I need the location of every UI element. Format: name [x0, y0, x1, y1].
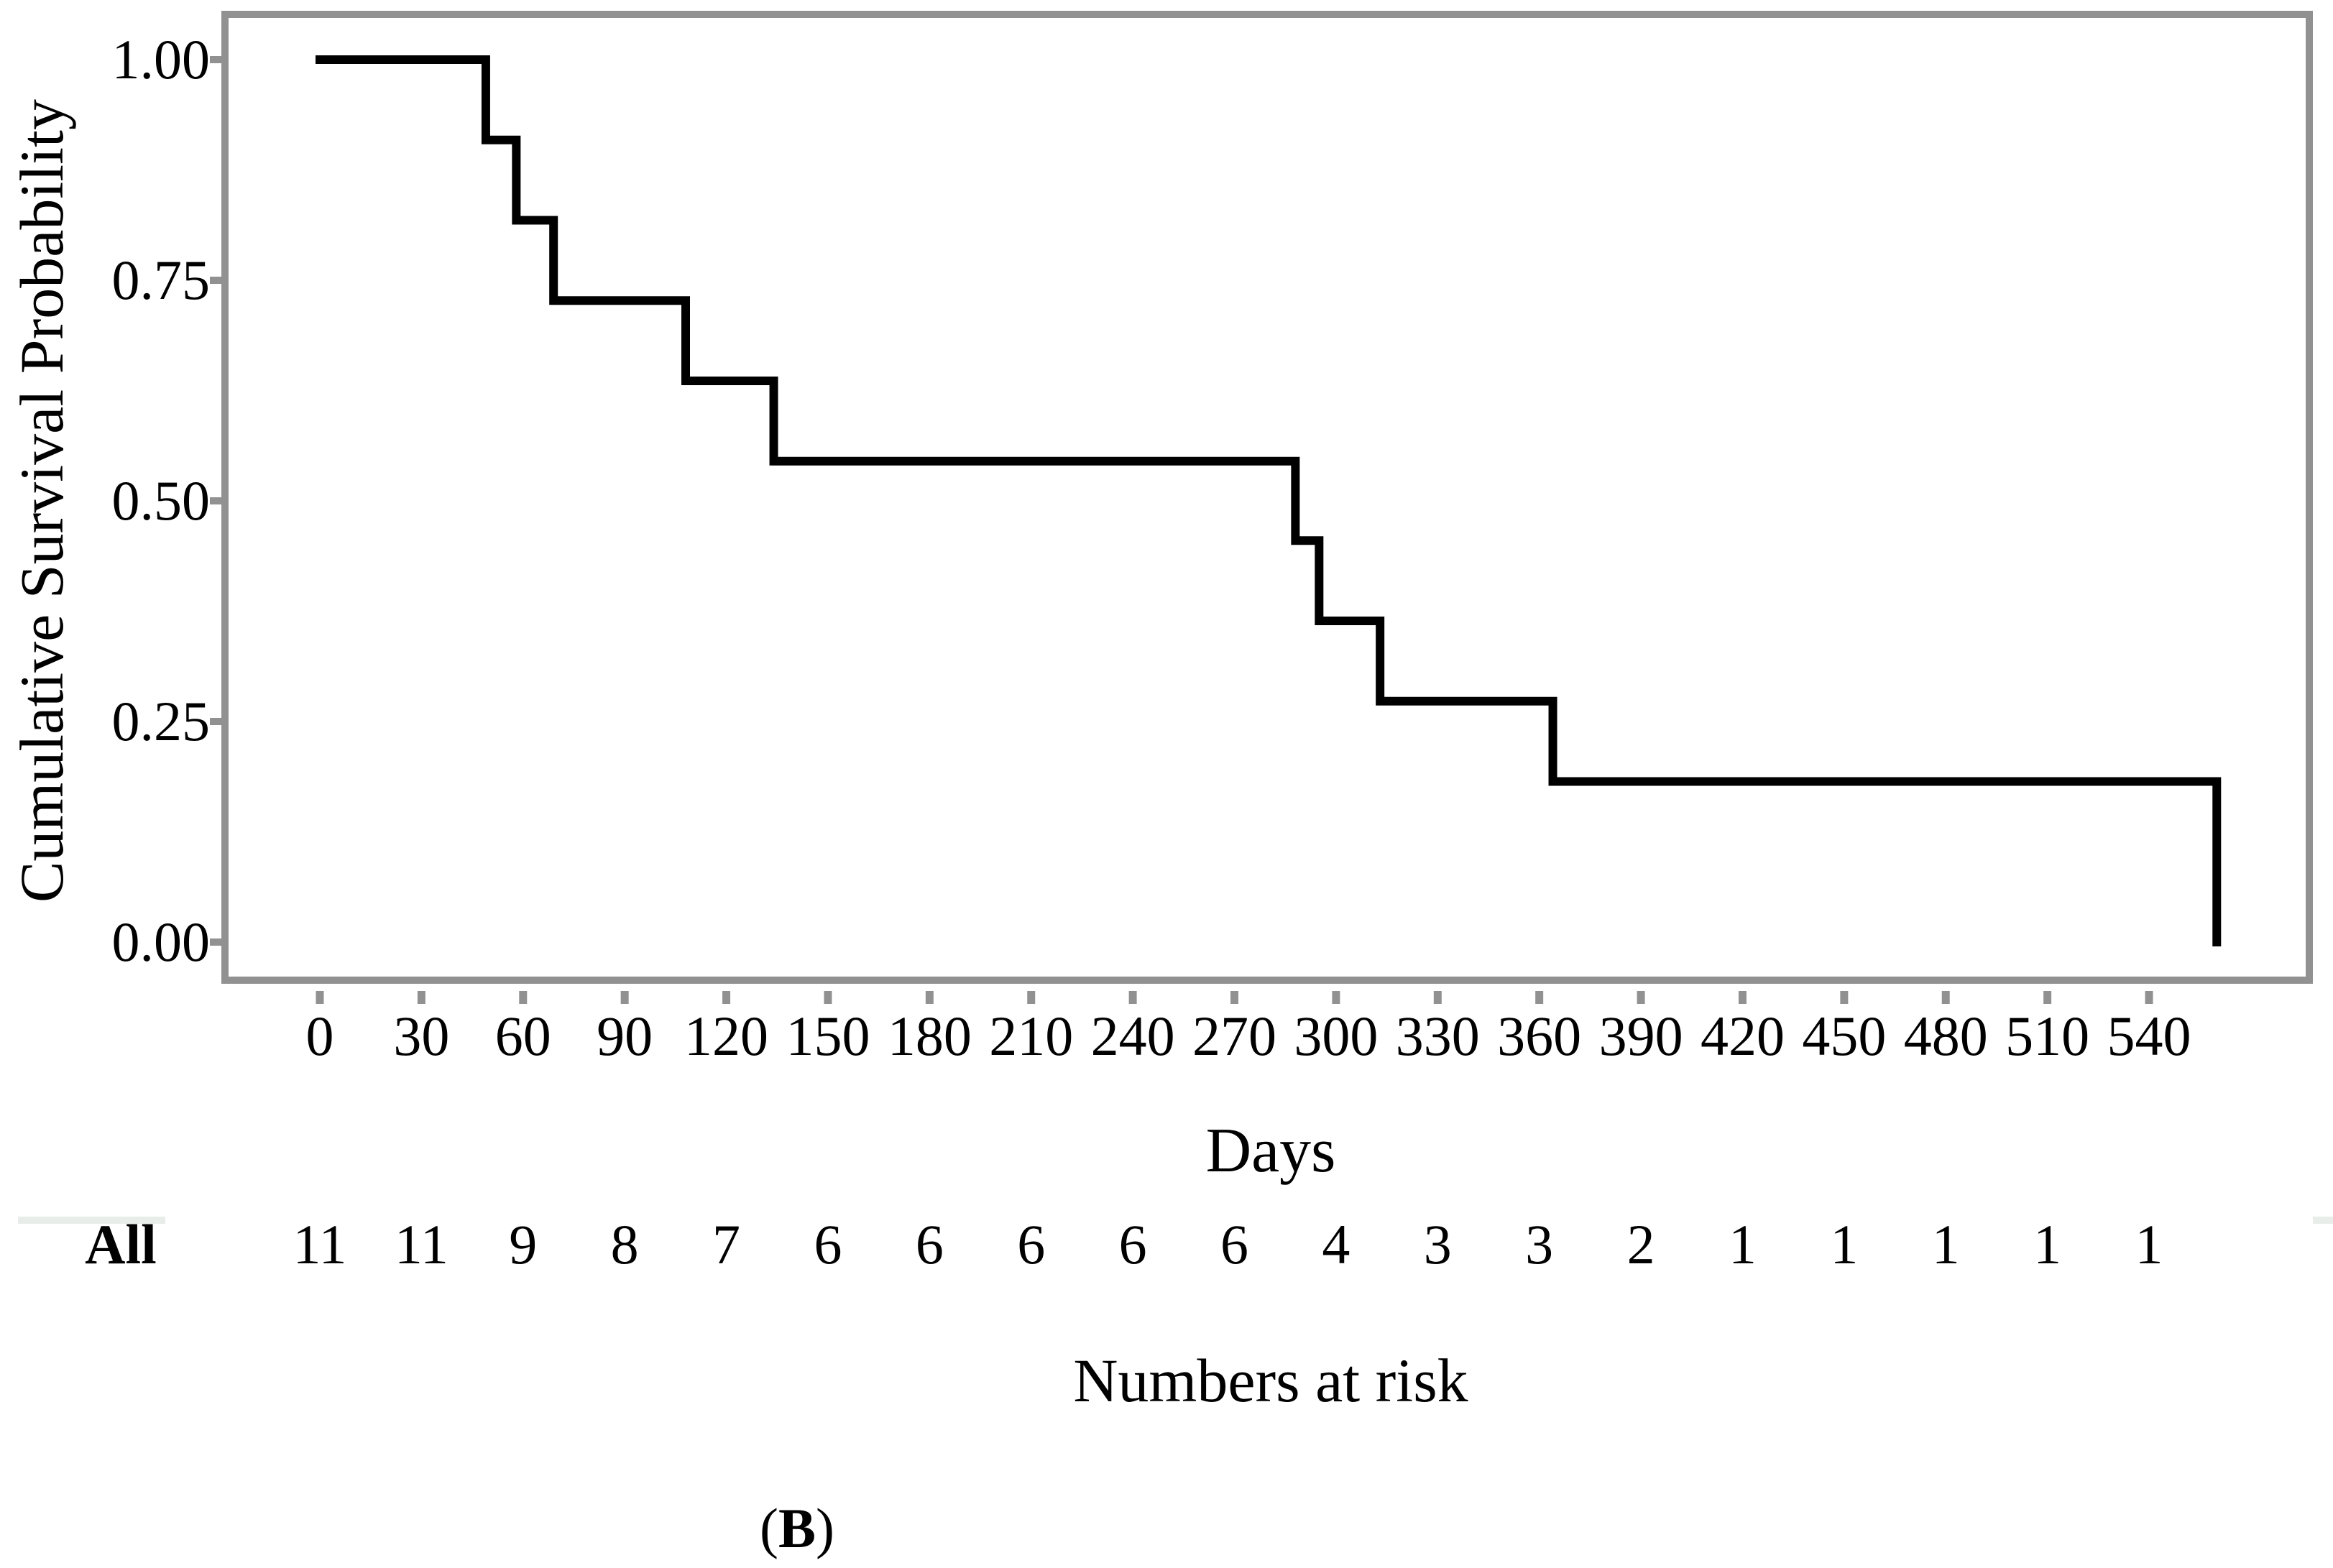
- risk-count: 2: [1626, 1213, 1655, 1276]
- x-tick-label: 330: [1395, 1005, 1480, 1067]
- survival-curve-all: [316, 55, 2222, 946]
- y-tick-label: 0.00: [111, 910, 211, 973]
- x-tick-label: 300: [1294, 1005, 1379, 1067]
- x-tick-label: 480: [1903, 1005, 1988, 1067]
- x-tick-label: 390: [1598, 1005, 1683, 1067]
- x-tick-label: 30: [393, 1005, 450, 1067]
- x-tick-label: 60: [494, 1005, 551, 1067]
- x-tick-label: 210: [989, 1005, 1074, 1067]
- risk-count: 1: [1728, 1213, 1757, 1276]
- x-tick-label: 510: [2005, 1005, 2090, 1067]
- x-tick-label: 420: [1700, 1005, 1785, 1067]
- x-tick-label: 150: [786, 1005, 870, 1067]
- x-tick-label: 120: [684, 1005, 769, 1067]
- risk-count: 6: [814, 1213, 842, 1276]
- risk-count: 1: [1931, 1213, 1960, 1276]
- y-tick-label: 0.25: [111, 690, 211, 752]
- risk-count: 9: [509, 1213, 538, 1276]
- y-tick-label: 0.75: [111, 249, 211, 311]
- risk-count: 3: [1423, 1213, 1452, 1276]
- risk-count: 8: [610, 1213, 639, 1276]
- risk-count: 4: [1322, 1213, 1350, 1276]
- y-tick-label: 1.00: [111, 28, 211, 91]
- panel-label: (B): [689, 1499, 905, 1558]
- x-tick-label: 90: [597, 1005, 653, 1067]
- risk-row-strip-right: [2313, 1217, 2333, 1224]
- risk-count: 11: [293, 1213, 347, 1276]
- risk-count: 1: [2135, 1213, 2163, 1276]
- risk-count: 11: [394, 1213, 448, 1276]
- x-axis-title: Days: [1205, 1116, 1336, 1186]
- panel-label-close-paren: ): [816, 1497, 834, 1559]
- y-tick-label: 0.50: [111, 469, 211, 532]
- risk-row-label: All: [85, 1213, 157, 1276]
- risk-count: 7: [712, 1213, 741, 1276]
- x-tick-label: 240: [1090, 1005, 1175, 1067]
- x-tick-label: 180: [887, 1005, 972, 1067]
- risk-count: 6: [1220, 1213, 1248, 1276]
- panel-label-letter: B: [778, 1497, 816, 1559]
- x-tick-label: 540: [2107, 1005, 2191, 1067]
- panel-label-open-paren: (: [760, 1497, 778, 1559]
- plot-area-frame: [221, 11, 2313, 984]
- risk-table-caption: Numbers at risk: [1073, 1346, 1468, 1415]
- risk-count: 3: [1525, 1213, 1554, 1276]
- x-tick-label: 270: [1192, 1005, 1276, 1067]
- risk-count: 1: [1830, 1213, 1859, 1276]
- x-tick-label: 0: [305, 1005, 334, 1067]
- risk-row-strip-left: [18, 1217, 165, 1224]
- risk-count: 1: [2033, 1213, 2062, 1276]
- x-tick-label: 360: [1497, 1005, 1582, 1067]
- x-tick-label: 450: [1802, 1005, 1887, 1067]
- risk-count: 6: [915, 1213, 944, 1276]
- risk-count: 6: [1017, 1213, 1046, 1276]
- risk-count: 6: [1118, 1213, 1147, 1276]
